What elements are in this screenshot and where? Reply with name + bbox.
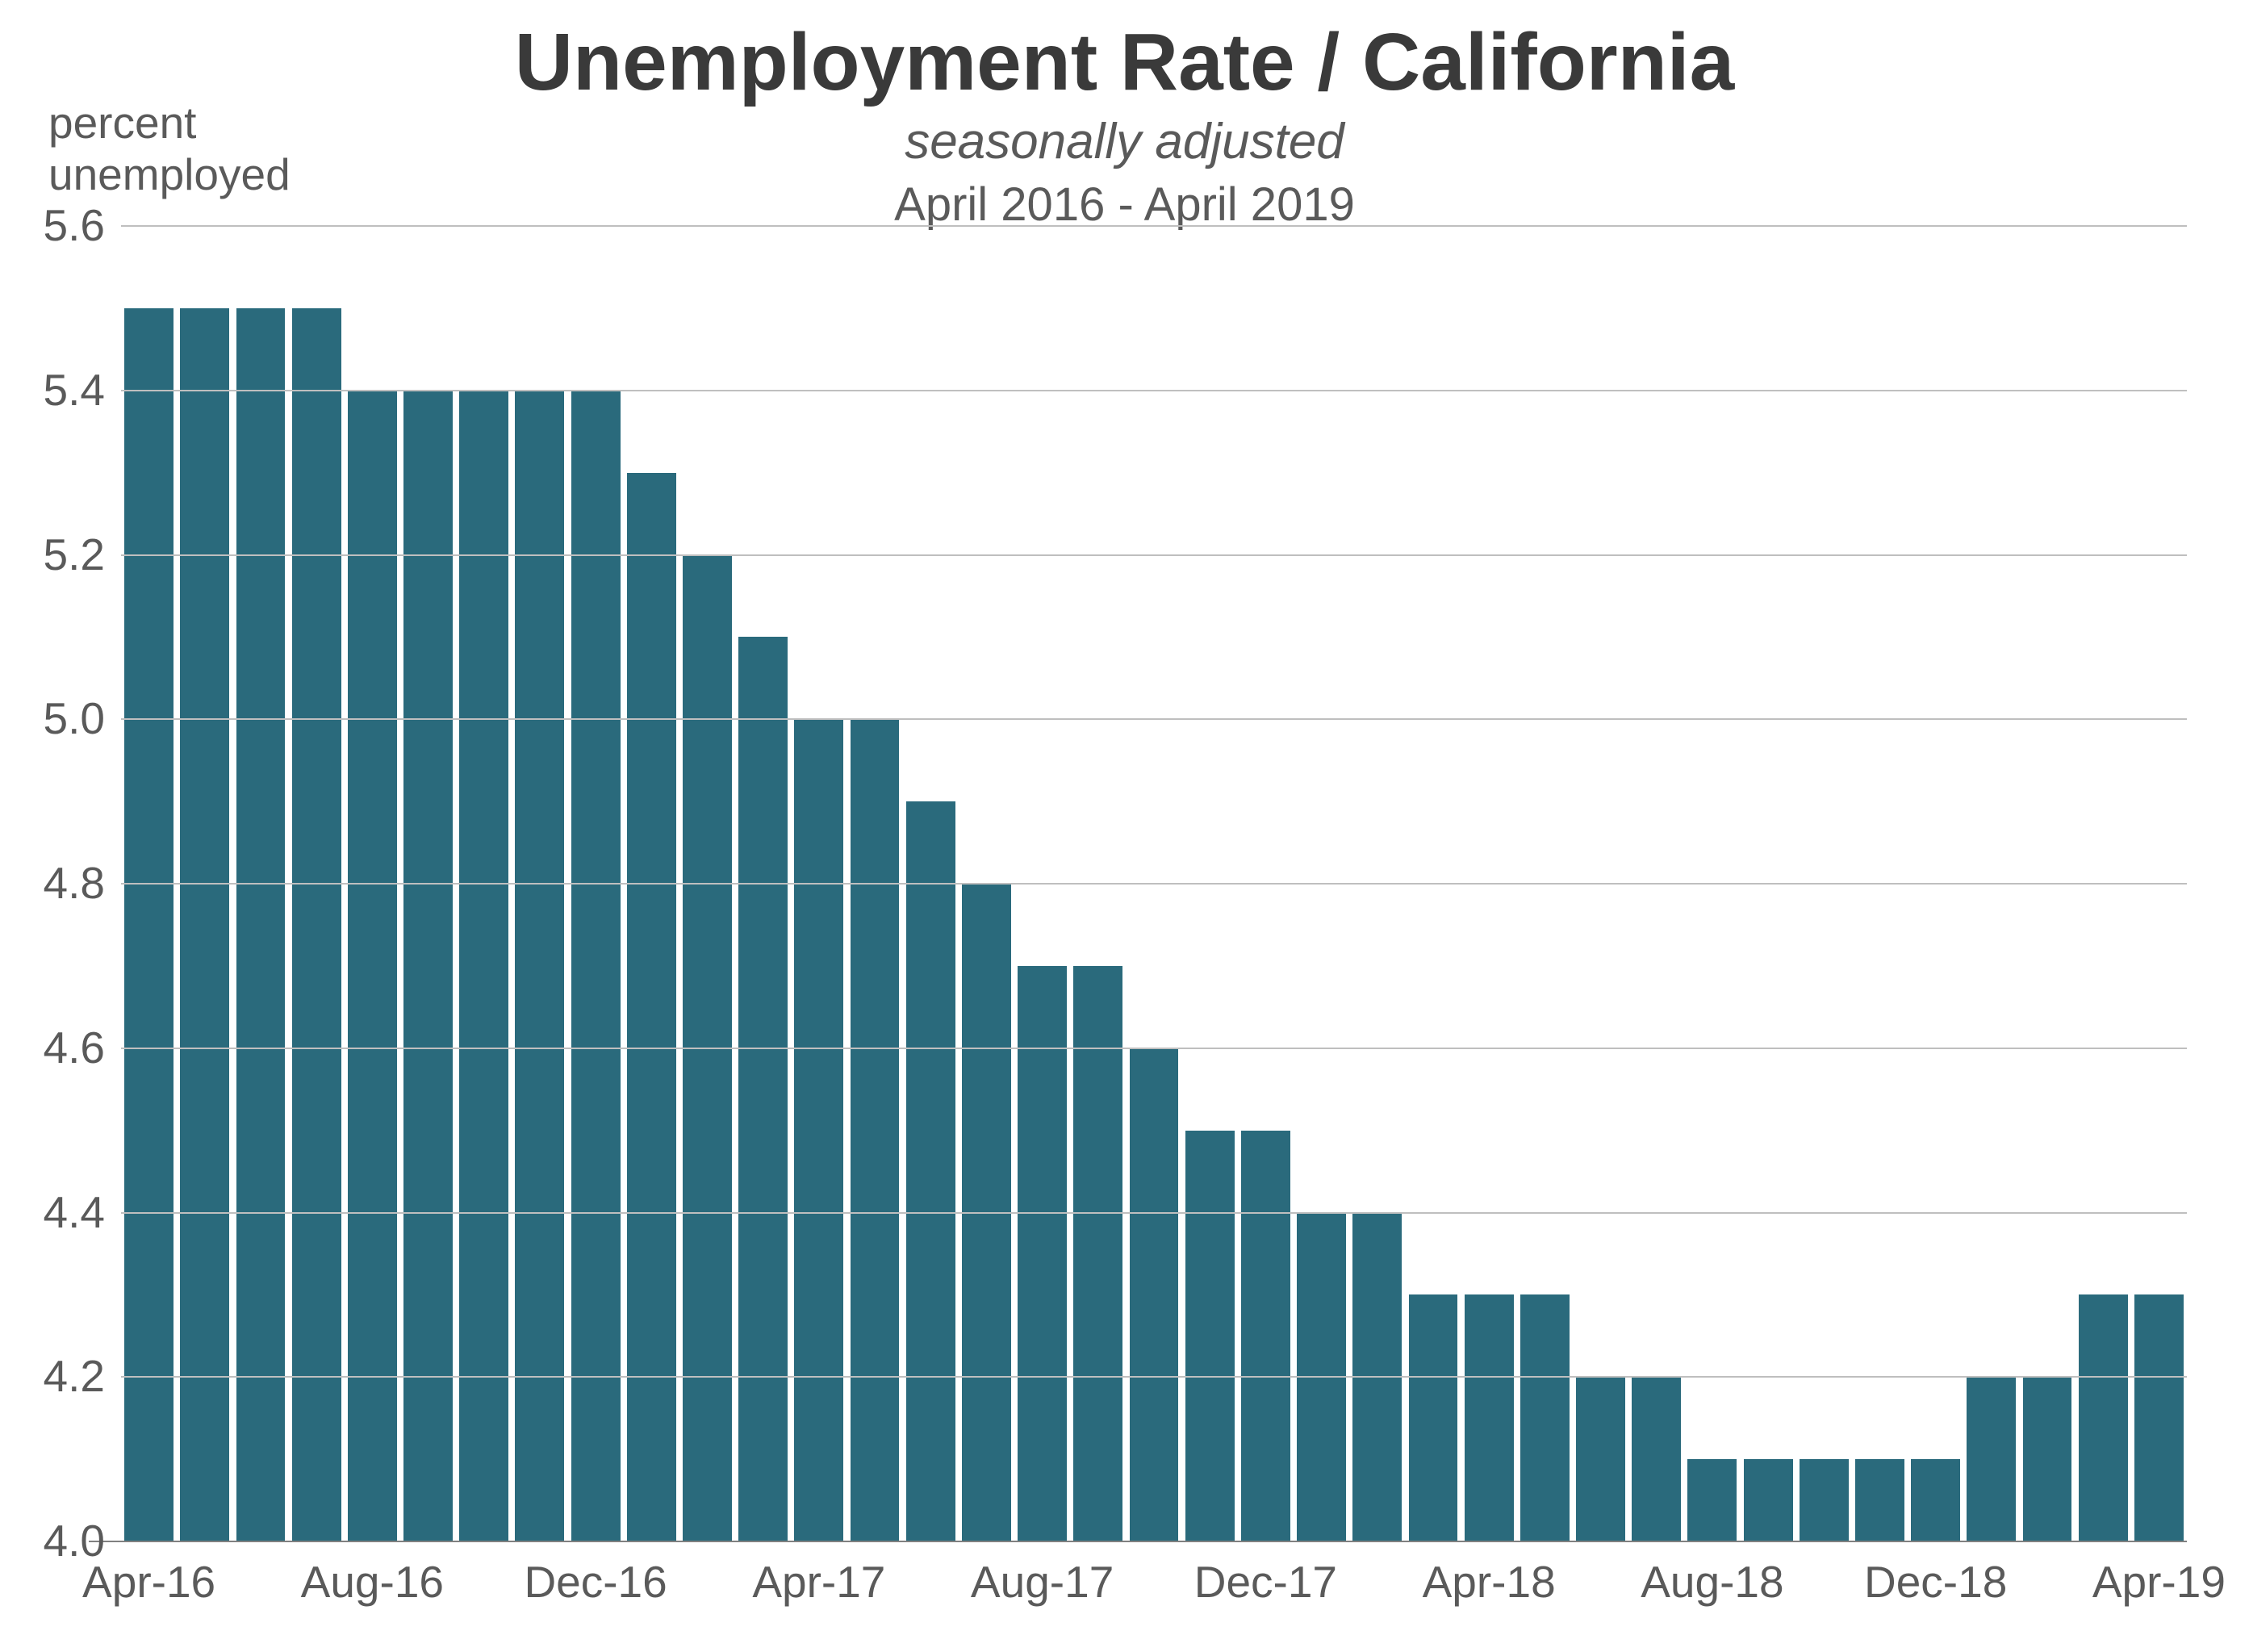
x-axis-baseline xyxy=(89,1541,2187,1542)
x-tick-label: Dec-16 xyxy=(524,1556,667,1608)
bar xyxy=(1576,1377,1625,1541)
y-tick-label: 5.6 xyxy=(16,199,105,251)
bar xyxy=(1409,1294,1458,1541)
gridline xyxy=(121,390,2187,391)
bar xyxy=(2134,1294,2184,1541)
bar xyxy=(794,719,843,1541)
bar xyxy=(1967,1377,2016,1541)
bar xyxy=(180,308,229,1541)
gridline xyxy=(121,883,2187,885)
y-tick-label: 5.2 xyxy=(16,529,105,580)
bar xyxy=(124,308,173,1541)
bar xyxy=(738,637,788,1541)
bar xyxy=(627,473,676,1541)
plot-area xyxy=(121,226,2187,1541)
gridline xyxy=(121,1048,2187,1049)
x-tick-label: Apr-18 xyxy=(1423,1556,1556,1608)
x-tick-label: Aug-18 xyxy=(1641,1556,1783,1608)
bar xyxy=(1744,1459,1793,1541)
bar xyxy=(1911,1459,1960,1541)
bar xyxy=(348,391,397,1541)
chart-subtitle: seasonally adjusted xyxy=(905,113,1344,170)
bar xyxy=(851,719,900,1541)
bar xyxy=(1130,1048,1179,1541)
bar xyxy=(236,308,286,1541)
bar xyxy=(1855,1459,1904,1541)
bar xyxy=(403,391,453,1541)
bar xyxy=(1687,1459,1737,1541)
y-tick-label: 5.0 xyxy=(16,692,105,744)
gridline xyxy=(121,225,2187,227)
x-tick-label: Aug-17 xyxy=(971,1556,1114,1608)
y-tick-label: 5.4 xyxy=(16,364,105,416)
chart-range-label: April 2016 - April 2019 xyxy=(894,178,1355,232)
bar xyxy=(1241,1131,1290,1541)
x-tick-label: Dec-17 xyxy=(1194,1556,1337,1608)
bar xyxy=(1073,966,1122,1541)
chart-title: Unemployment Rate / California xyxy=(515,16,1734,109)
bar xyxy=(571,391,621,1541)
x-tick-label: Apr-19 xyxy=(2092,1556,2226,1608)
y-axis-label: percent unemployed xyxy=(48,97,291,200)
bar xyxy=(1018,966,1067,1541)
bar xyxy=(1520,1294,1570,1541)
chart-container: Unemployment Rate / California seasonall… xyxy=(0,0,2249,1652)
gridline xyxy=(121,1376,2187,1378)
bar xyxy=(2079,1294,2128,1541)
bar xyxy=(292,308,341,1541)
bar xyxy=(515,391,564,1541)
gridline xyxy=(121,718,2187,720)
x-tick-label: Apr-17 xyxy=(752,1556,885,1608)
x-tick-label: Aug-16 xyxy=(301,1556,444,1608)
y-tick-label: 4.6 xyxy=(16,1022,105,1073)
bar xyxy=(1632,1377,1681,1541)
bar xyxy=(1800,1459,1849,1541)
bar xyxy=(906,801,955,1541)
x-tick-label: Apr-16 xyxy=(82,1556,215,1608)
y-tick-label: 4.8 xyxy=(16,857,105,909)
gridline xyxy=(121,1212,2187,1214)
gridline xyxy=(121,554,2187,556)
bar xyxy=(1465,1294,1514,1541)
bar xyxy=(459,391,508,1541)
y-tick-label: 4.2 xyxy=(16,1350,105,1402)
bar xyxy=(1185,1131,1235,1541)
bar xyxy=(2023,1377,2072,1541)
y-tick-label: 4.4 xyxy=(16,1186,105,1238)
x-tick-label: Dec-18 xyxy=(1864,1556,2007,1608)
